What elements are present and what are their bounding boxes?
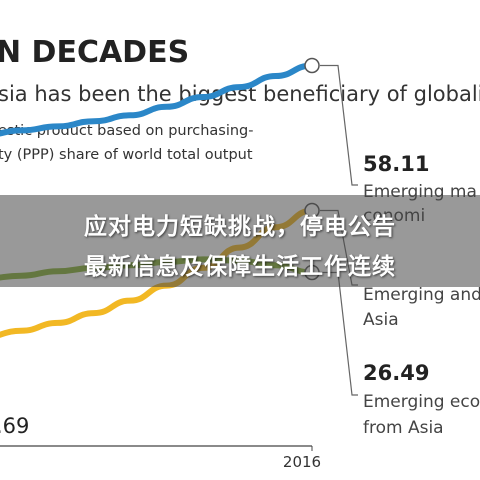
chart-title: N DECADES — [0, 35, 189, 70]
y-axis-label-line-2: ty (PPP) share of world total output — [0, 147, 253, 163]
end-value-emerging-ex-asia: 26.49 — [363, 361, 429, 385]
series-line-emerging-total — [0, 62, 315, 137]
end-label-emerging-asia-line-1: Emerging and — [363, 285, 480, 305]
headline-line-1: 应对电力短缺挑战，停电公告 — [84, 214, 396, 240]
x-tick-label-2016: 2016 — [283, 453, 321, 471]
leader-line-emerging-ex-asia — [320, 271, 358, 396]
start-value-label: .69 — [0, 414, 29, 438]
end-value-emerging-total: 58.11 — [363, 152, 429, 176]
leader-line-emerging-total — [320, 64, 358, 186]
end-label-emerging-ex-asia-line-2: from Asia — [363, 418, 444, 438]
end-point-emerging-total — [304, 57, 320, 74]
headline-line-2: 最新信息及保障生活工作连续 — [84, 254, 396, 280]
end-label-emerging-asia-line-2: Asia — [363, 310, 399, 330]
headline-banner: 应对电力短缺挑战，停电公告 最新信息及保障生活工作连续 — [0, 195, 480, 287]
end-label-emerging-ex-asia-line-1: Emerging eco — [363, 392, 480, 412]
